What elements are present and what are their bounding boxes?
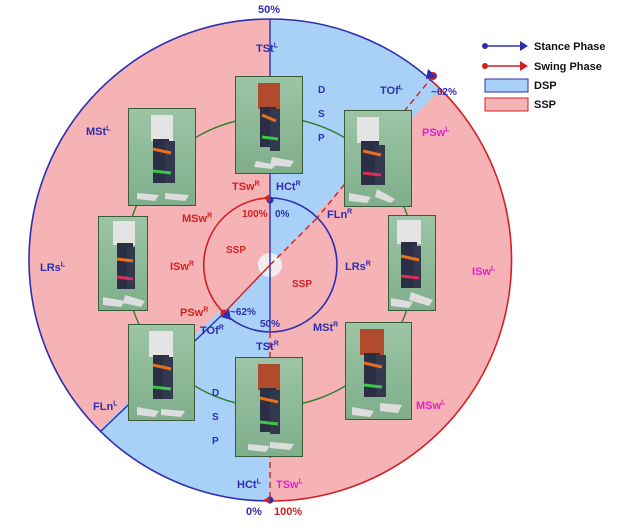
dsp-top-letter-s: S — [318, 109, 325, 120]
inner-swing-arc — [202, 197, 271, 314]
legend-dsp-swatch — [484, 78, 529, 93]
legend-ssp-swatch — [484, 97, 529, 112]
inner-ssp-left: SSP — [226, 245, 247, 256]
inner-dsp-bottom-wedge — [222, 265, 270, 333]
label-hct-left: HCtL — [237, 478, 261, 491]
label-mst-left: MStL — [86, 125, 111, 138]
label-hct-right: HCtR — [276, 180, 301, 193]
legend-stance-dot — [482, 43, 488, 49]
legend-stance-arrow — [520, 41, 528, 51]
label-tsw-left: TSwL — [276, 478, 303, 491]
legend-swing-dot — [482, 63, 488, 69]
label-tsw-right: TSwR — [232, 180, 260, 193]
gait-photo-top-left — [128, 108, 196, 206]
outer-swing-arrowhead — [263, 497, 270, 504]
outer-arrowhead — [426, 69, 437, 79]
label-psw-right: PSwR — [180, 306, 209, 319]
outer-stance-arc — [28, 18, 434, 502]
legend-ssp-label: SSP — [534, 99, 557, 111]
inner-arrowhead — [221, 309, 231, 320]
inner-stance-arc — [223, 197, 338, 333]
inner-62-percent: ~62% — [230, 307, 256, 318]
dsp-bottom-letter-d: D — [212, 388, 220, 399]
outer-swing-arc — [269, 81, 513, 502]
legend-swing-label: Swing Phase — [534, 61, 602, 73]
legend-stance-label: Stance Phase — [534, 41, 606, 53]
inner-0-percent: 0% — [275, 209, 290, 220]
gait-photo-bottom-right — [345, 322, 412, 420]
outer-top-percent: 50% — [258, 4, 281, 16]
swing-divider-diagonal-inner — [223, 264, 271, 314]
swing-divider-diagonal-inner-2 — [269, 217, 318, 266]
gait-photo-top — [235, 76, 303, 174]
inner-swing-arrowhead — [263, 194, 270, 202]
label-isw-left: ISwL — [472, 265, 496, 278]
inner-dsp-top-wedge — [270, 198, 318, 265]
label-fln-left: FLnL — [93, 400, 118, 413]
outer-bottom-left-percent: 0% — [246, 506, 262, 518]
gait-photo-right — [388, 215, 436, 311]
label-psw-left: PSwL — [422, 126, 450, 139]
label-isw-right: ISwR — [170, 260, 195, 273]
dsp-bottom-letter-s: S — [212, 412, 219, 423]
dsp-top-letter-p: P — [318, 133, 325, 144]
label-fln-right: FLnR — [327, 208, 353, 221]
gait-photo-left — [98, 216, 148, 311]
outer-toeoff-percent: ~62% — [431, 87, 457, 98]
dsp-bottom-letter-p: P — [212, 436, 219, 447]
label-tst-right: TStR — [256, 340, 279, 353]
label-mst-right: MStR — [313, 321, 339, 334]
label-lrs-right: LRsR — [345, 260, 371, 273]
inner-100-percent: 100% — [242, 209, 268, 220]
label-msw-left: MSwL — [416, 399, 446, 412]
outer-bottom-right-percent: 100% — [274, 506, 303, 518]
label-tof-left: TOfL — [380, 84, 404, 97]
gait-photo-bottom-left — [128, 324, 195, 421]
label-msw-right: MSwR — [182, 212, 213, 225]
label-tof-right: TOfR — [200, 324, 224, 337]
gait-photo-bottom — [235, 357, 303, 457]
label-lrs-left: LRsL — [40, 261, 66, 274]
gait-photo-top-right — [344, 110, 412, 207]
label-tst-left: TStL — [256, 42, 279, 55]
inner-50-percent: 50% — [260, 319, 281, 330]
legend-dsp-label: DSP — [534, 80, 557, 92]
legend-swing-arrow — [520, 61, 528, 71]
inner-ssp-right: SSP — [292, 279, 313, 290]
dsp-top-letter-d: D — [318, 85, 326, 96]
